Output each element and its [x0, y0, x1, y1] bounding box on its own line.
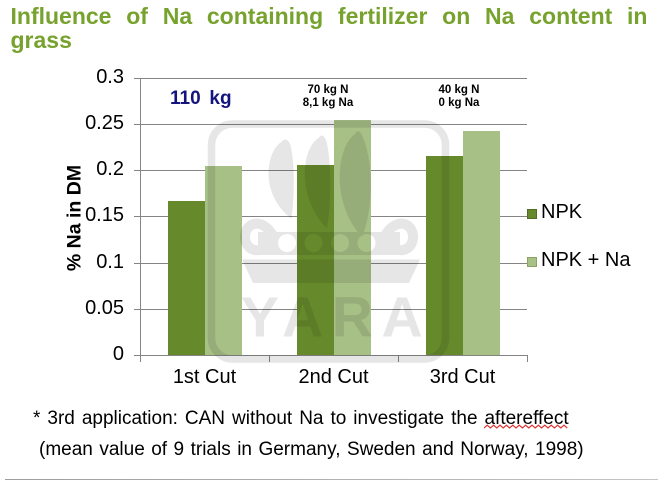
svg-text:YARA: YARA: [241, 286, 431, 350]
